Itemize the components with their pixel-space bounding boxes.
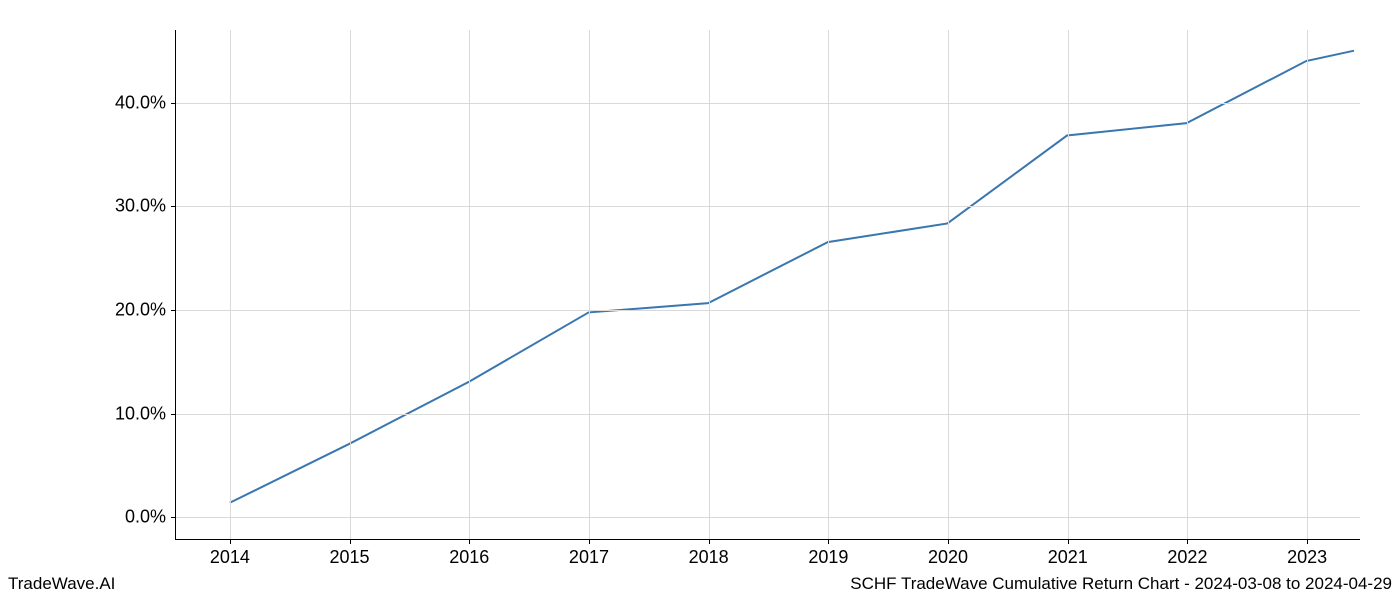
x-tick-mark — [709, 539, 710, 544]
x-tick-mark — [350, 539, 351, 544]
gridline-vertical — [948, 30, 949, 539]
gridline-vertical — [1307, 30, 1308, 539]
data-line — [230, 51, 1354, 503]
gridline-horizontal — [176, 206, 1360, 207]
x-tick-mark — [948, 539, 949, 544]
y-tick-label: 30.0% — [115, 196, 166, 217]
y-tick-label: 20.0% — [115, 299, 166, 320]
x-tick-label: 2015 — [330, 547, 370, 568]
gridline-vertical — [828, 30, 829, 539]
x-tick-label: 2018 — [689, 547, 729, 568]
chart-container: 2014201520162017201820192020202120222023… — [175, 30, 1360, 540]
gridline-horizontal — [176, 517, 1360, 518]
y-tick-label: 10.0% — [115, 403, 166, 424]
x-tick-label: 2017 — [569, 547, 609, 568]
gridline-horizontal — [176, 310, 1360, 311]
gridline-vertical — [709, 30, 710, 539]
y-tick-mark — [171, 310, 176, 311]
x-tick-label: 2020 — [928, 547, 968, 568]
gridline-vertical — [469, 30, 470, 539]
y-tick-mark — [171, 103, 176, 104]
x-tick-label: 2022 — [1167, 547, 1207, 568]
gridline-vertical — [350, 30, 351, 539]
plot-area: 2014201520162017201820192020202120222023… — [175, 30, 1360, 540]
x-tick-mark — [828, 539, 829, 544]
x-tick-label: 2014 — [210, 547, 250, 568]
y-tick-label: 0.0% — [125, 507, 166, 528]
footer-right-text: SCHF TradeWave Cumulative Return Chart -… — [850, 574, 1392, 594]
x-tick-label: 2023 — [1287, 547, 1327, 568]
gridline-vertical — [1187, 30, 1188, 539]
x-tick-mark — [469, 539, 470, 544]
gridline-horizontal — [176, 414, 1360, 415]
x-tick-mark — [1187, 539, 1188, 544]
x-tick-label: 2019 — [808, 547, 848, 568]
chart-line — [176, 30, 1360, 539]
x-tick-mark — [230, 539, 231, 544]
y-tick-mark — [171, 206, 176, 207]
footer-left-text: TradeWave.AI — [8, 574, 115, 594]
x-tick-mark — [1307, 539, 1308, 544]
gridline-vertical — [1068, 30, 1069, 539]
y-tick-mark — [171, 414, 176, 415]
gridline-horizontal — [176, 103, 1360, 104]
gridline-vertical — [230, 30, 231, 539]
y-tick-mark — [171, 517, 176, 518]
y-tick-label: 40.0% — [115, 92, 166, 113]
x-tick-label: 2016 — [449, 547, 489, 568]
x-tick-mark — [589, 539, 590, 544]
x-tick-label: 2021 — [1048, 547, 1088, 568]
x-tick-mark — [1068, 539, 1069, 544]
gridline-vertical — [589, 30, 590, 539]
